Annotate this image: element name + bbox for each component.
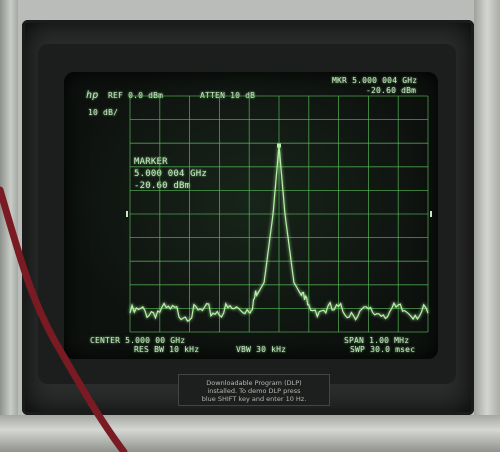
crt-screen: hp REF 0.0 dBm ATTEN 10 dB MKR 5.000 004… [64, 72, 438, 359]
marker-title: MARKER [134, 157, 168, 167]
rack-rail-bottom [0, 415, 500, 452]
marker-frequency: 5.000 004 GHz [134, 169, 208, 179]
reference-tick [430, 211, 432, 217]
marker-level: -20.60 dBm [134, 181, 191, 191]
scale-per-division: 10 dB/ [88, 108, 119, 117]
center-frequency: CENTER 5.000 00 GHz [90, 336, 186, 345]
resolution-bandwidth: RES BW 10 kHz [134, 345, 200, 354]
marker-point [277, 143, 281, 148]
rack-rail-left [0, 0, 18, 452]
marker-readout-frequency: MKR 5.000 004 GHz [332, 76, 418, 85]
dlp-info-plate: Downloadable Program (DLP) installed. To… [178, 374, 330, 406]
frequency-span: SPAN 1.00 MHz [344, 336, 410, 345]
plate-line-1: Downloadable Program (DLP) [206, 379, 302, 387]
plot-grid [129, 95, 429, 333]
plate-line-3: blue SHIFT key and enter 10 Hz. [201, 395, 307, 403]
hp-logo: hp [86, 90, 99, 101]
video-bandwidth: VBW 30 kHz [236, 345, 287, 354]
plate-line-2: installed. To demo DLP press [207, 387, 301, 395]
sweep-time: SWP 30.0 msec [350, 345, 416, 354]
reference-tick [126, 211, 128, 217]
marker-readout-level: -20.60 dBm [366, 86, 417, 95]
spectrum-plot [126, 95, 432, 333]
reference-level: REF 0.0 dBm [108, 91, 164, 100]
attenuation: ATTEN 10 dB [200, 91, 256, 100]
rack-rail-right [474, 0, 500, 452]
